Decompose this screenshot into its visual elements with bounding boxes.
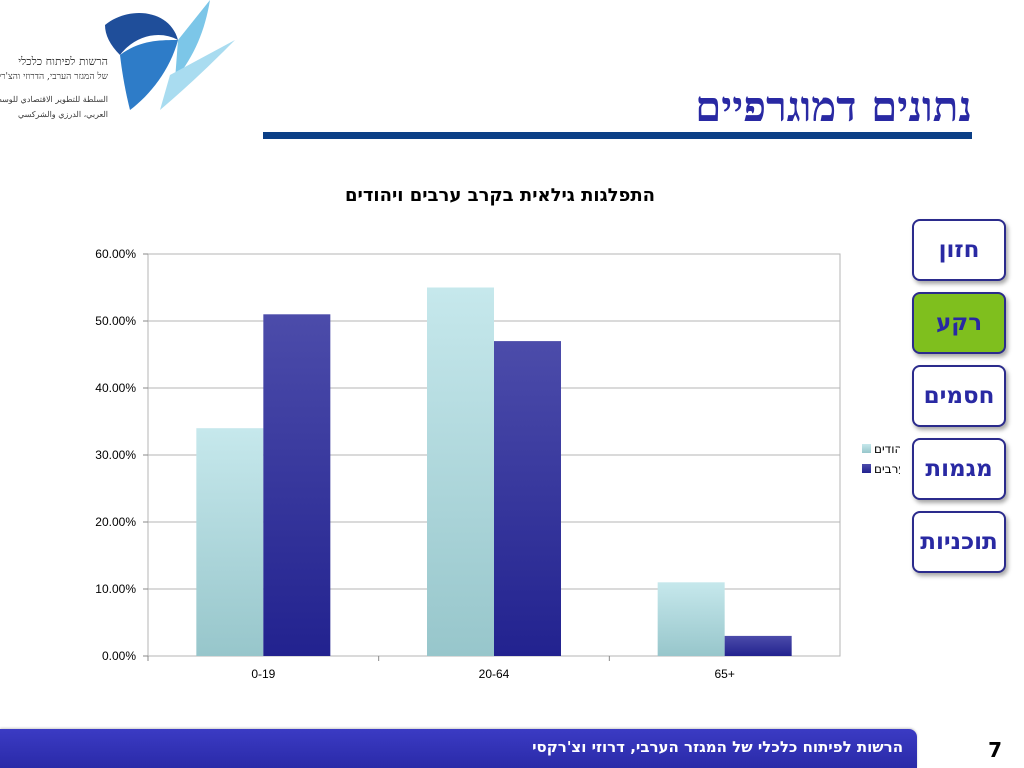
y-tick-label: 30.00%: [95, 448, 136, 462]
logo-line-3: السلطة للتطوير الاقتصادي للوسط: [0, 95, 108, 104]
footer-bar: הרשות לפיתוח כלכלי של המגזר הערבי, דרוזי…: [0, 729, 917, 768]
authority-logo: הרשות לפיתוח כלכלי של המגזר הערבי, הדרוז…: [0, 0, 240, 135]
bar-20-64-1: [494, 341, 561, 656]
y-tick-label: 40.00%: [95, 381, 136, 395]
nav-button-3[interactable]: מגמות: [912, 438, 1006, 500]
nav-button-1[interactable]: רקע: [912, 292, 1006, 354]
page-number: 7: [988, 738, 1002, 762]
y-tick-label: 60.00%: [95, 247, 136, 261]
y-tick-label: 10.00%: [95, 582, 136, 596]
bar-0-19-0: [196, 428, 264, 656]
nav-button-4[interactable]: תוכניות: [912, 511, 1006, 573]
y-tick-label: 50.00%: [95, 314, 136, 328]
logo-line-4: العربي، الدرزي والشركسي: [17, 110, 108, 119]
chart-title: התפלגות גילאית בקרב ערבים ויהודים: [345, 185, 655, 206]
bar-65+-0: [657, 582, 725, 656]
logo-line-2: של המגזר הערבי, הדרוזי והצ'רקסי: [0, 72, 108, 82]
x-tick-label: 65+: [714, 667, 734, 681]
footer-text: הרשות לפיתוח כלכלי של המגזר הערבי, דרוזי…: [532, 738, 903, 756]
x-tick-label: 0-19: [251, 667, 275, 681]
nav-button-0[interactable]: חזון: [912, 219, 1006, 281]
age-distribution-chart: התפלגות גילאית בקרב ערבים ויהודים 0.00% 1…: [95, 185, 900, 681]
legend-label-1: ערבים: [874, 462, 900, 476]
bar-65+-1: [724, 635, 792, 656]
bar-0-19-1: [263, 314, 331, 656]
y-tick-label: 20.00%: [95, 515, 136, 529]
page-title: נתונים דמוגרפיים: [695, 82, 972, 131]
bar-20-64-0: [427, 287, 494, 656]
title-rule: [263, 132, 972, 139]
y-tick-label: 0.00%: [102, 649, 136, 663]
logo-line-1: הרשות לפיתוח כלכלי: [18, 55, 108, 68]
legend-swatch-0: [862, 444, 871, 453]
legend-swatch-1: [862, 464, 871, 473]
x-tick-label: 20-64: [479, 667, 510, 681]
side-navigation: חזון רקע חסמים מגמות תוכניות: [912, 219, 1007, 584]
legend-label-0: יהודים: [874, 442, 900, 456]
bird-logo-icon: [105, 0, 235, 110]
nav-button-2[interactable]: חסמים: [912, 365, 1006, 427]
